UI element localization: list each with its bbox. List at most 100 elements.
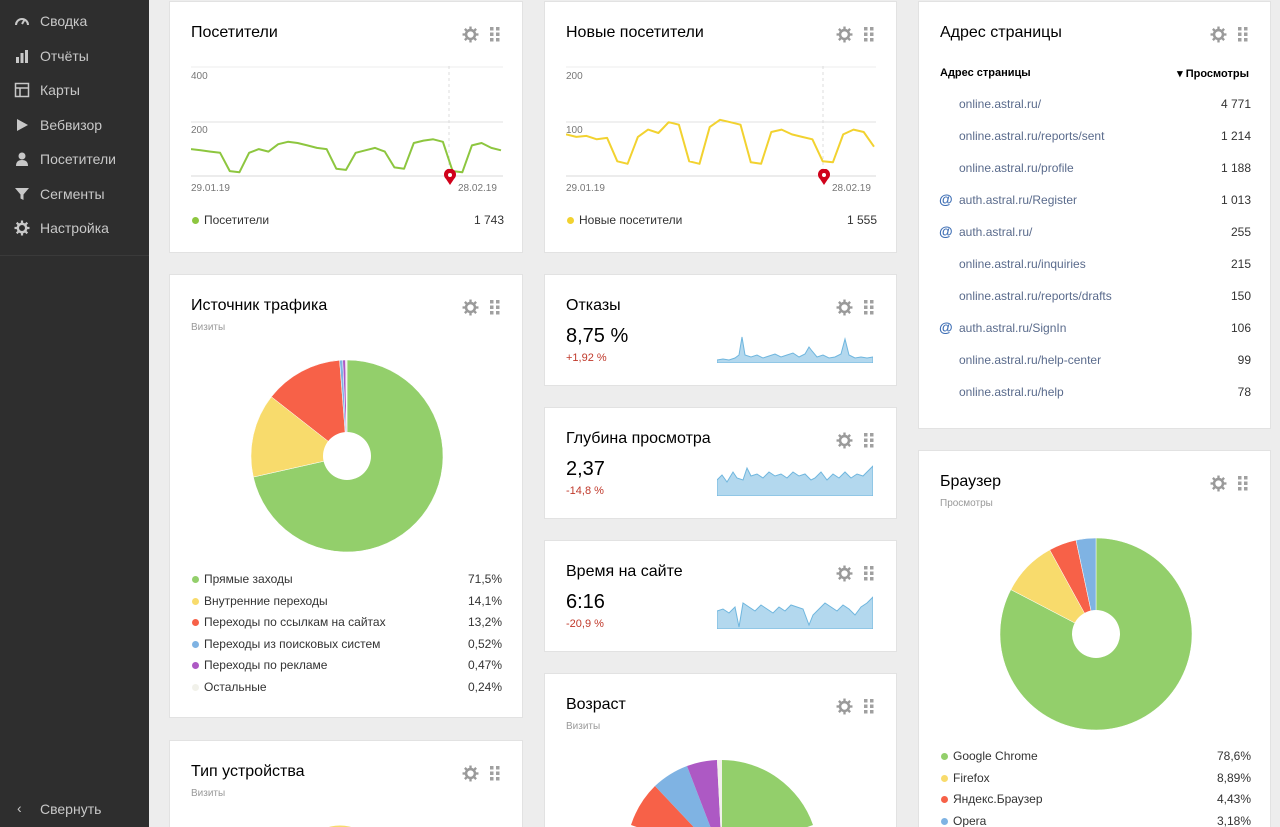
gear-icon[interactable] xyxy=(836,565,853,582)
legend-row[interactable]: Переходы из поисковых систем 0,52% xyxy=(192,637,502,653)
table-row[interactable]: online.astral.ru/help 78 xyxy=(939,383,1251,403)
browser-widget: Браузер Просмотры Google Chrome 78,6% Fire… xyxy=(918,450,1271,827)
table-row[interactable]: online.astral.ru/4 771 xyxy=(939,95,1251,115)
traffic-pie-slice[interactable] xyxy=(250,396,348,478)
pie-hole xyxy=(1072,610,1120,658)
widget-title: Отказы xyxy=(566,297,621,314)
page-views: 1 188 xyxy=(1220,161,1251,175)
widget-subtitle: Визиты xyxy=(191,322,226,333)
drag-handle-icon[interactable] xyxy=(864,566,874,581)
legend-row[interactable]: Переходы по ссылкам на сайтах 13,2% xyxy=(192,615,502,631)
browser-pie-slice[interactable] xyxy=(1075,537,1097,635)
table-row[interactable]: online.astral.ru/inquiries 215 xyxy=(939,255,1251,275)
sidebar-item-reports[interactable]: Отчёты xyxy=(0,41,149,71)
drag-handle-icon[interactable] xyxy=(864,300,874,315)
annotation-marker-icon[interactable] xyxy=(817,169,831,185)
legend-row[interactable]: Opera 3,18% xyxy=(941,814,1251,827)
page-url[interactable]: online.astral.ru/help-center xyxy=(959,353,1102,367)
legend-dot xyxy=(941,774,948,782)
sidebar-item-label: Отчёты xyxy=(40,48,89,64)
table-row[interactable]: @ auth.astral.ru/255 xyxy=(939,223,1251,243)
column-header-page[interactable]: Адрес страницы xyxy=(940,67,1031,79)
legend-label: Посетители xyxy=(204,213,270,227)
visitors-widget: Посетители 400 200 29.01.19 28.02.19 Пос… xyxy=(169,1,523,253)
widget-tools xyxy=(1210,475,1250,493)
chevron-left-icon: ‹ xyxy=(17,800,22,816)
legend-row[interactable]: Google Chrome 78,6% xyxy=(941,749,1251,765)
page-url[interactable]: auth.astral.ru/ xyxy=(959,225,1033,239)
sidebar-item-visitors[interactable]: Посетители xyxy=(0,144,149,174)
legend-dot xyxy=(192,597,199,605)
gear-icon[interactable] xyxy=(836,299,853,316)
table-row[interactable]: online.astral.ru/reports/drafts 150 xyxy=(939,287,1251,307)
table-row[interactable]: @ auth.astral.ru/SignIn 106 xyxy=(939,319,1251,339)
age-pie-slice xyxy=(631,786,694,827)
legend-row[interactable]: Внутренние переходы 14,1% xyxy=(192,594,502,610)
widget-title: Новые посетители xyxy=(566,24,704,41)
gear-icon[interactable] xyxy=(462,26,479,43)
page-url[interactable]: online.astral.ru/reports/sent xyxy=(959,129,1105,143)
drag-handle-icon[interactable] xyxy=(1238,27,1248,42)
bounce-rate-widget: Отказы 8,75 % +1,92 % xyxy=(544,274,897,386)
traffic-pie-slice[interactable] xyxy=(345,359,348,457)
page-url[interactable]: online.astral.ru/inquiries xyxy=(959,257,1086,271)
drag-handle-icon[interactable] xyxy=(864,433,874,448)
table-row[interactable]: @ auth.astral.ru/Register 1 013 xyxy=(939,191,1251,211)
legend-row[interactable]: Яндекс.Браузер 4,43% xyxy=(941,792,1251,808)
sidebar-item-segments[interactable]: Сегменты xyxy=(0,179,149,209)
widget-tools xyxy=(836,565,876,583)
legend-label: Прямые заходы xyxy=(204,572,293,586)
series-line[interactable] xyxy=(191,138,502,174)
legend-label: Firefox xyxy=(953,770,990,785)
sidebar-item-label: Сводка xyxy=(40,13,88,29)
widget-title: Браузер xyxy=(940,473,1002,490)
page-views: 78 xyxy=(1237,385,1251,399)
gear-icon[interactable] xyxy=(462,299,479,316)
gear-icon[interactable] xyxy=(462,765,479,782)
drag-handle-icon[interactable] xyxy=(490,300,500,315)
series-line[interactable] xyxy=(566,118,875,165)
gear-icon[interactable] xyxy=(836,698,853,715)
legend-row[interactable]: Остальные 0,24% xyxy=(192,680,502,696)
drag-handle-icon[interactable] xyxy=(1238,476,1248,491)
legend-row[interactable]: Прямые заходы 71,5% xyxy=(192,572,502,588)
gear-icon[interactable] xyxy=(836,26,853,43)
page-url[interactable]: online.astral.ru/help xyxy=(959,385,1064,399)
page-url[interactable]: auth.astral.ru/SignIn xyxy=(959,321,1067,335)
drag-handle-icon[interactable] xyxy=(864,699,874,714)
gear-icon[interactable] xyxy=(836,432,853,449)
column-header-views[interactable]: ▾ Просмотры xyxy=(1177,68,1249,80)
annotation-marker-icon[interactable] xyxy=(443,169,457,185)
collapse-sidebar-button[interactable]: ‹ Свернуть xyxy=(0,795,149,823)
sidebar-item-label: Сегменты xyxy=(40,186,105,202)
legend-dot xyxy=(192,217,199,224)
sparkline xyxy=(717,596,873,629)
y-tick-label: 400 xyxy=(191,71,208,82)
gear-icon[interactable] xyxy=(1210,26,1227,43)
table-row[interactable]: online.astral.ru/reports/sent 1 214 xyxy=(939,127,1251,147)
drag-handle-icon[interactable] xyxy=(490,766,500,781)
sidebar-item-webvisor[interactable]: Вебвизор xyxy=(0,110,149,140)
legend-value: 4,43% xyxy=(1216,792,1251,806)
auth-at-icon: @ xyxy=(939,223,953,239)
gear-icon[interactable] xyxy=(1210,475,1227,492)
y-tick-label: 200 xyxy=(566,71,583,82)
page-url[interactable]: auth.astral.ru/Register xyxy=(959,193,1078,207)
drag-handle-icon[interactable] xyxy=(490,27,500,42)
drag-handle-icon[interactable] xyxy=(864,27,874,42)
table-row[interactable]: online.astral.ru/profile 1 188 xyxy=(939,159,1251,179)
page-url[interactable]: online.astral.ru/ xyxy=(959,97,1042,111)
sidebar-item-settings[interactable]: Настройка xyxy=(0,213,149,243)
legend-row[interactable]: Переходы по рекламе 0,47% xyxy=(192,658,502,674)
sidebar-item-maps[interactable]: Карты xyxy=(0,75,149,105)
legend-row[interactable]: Firefox 8,89% xyxy=(941,771,1251,787)
age-pie-slice xyxy=(687,760,721,827)
legend-label: Переходы из поисковых систем xyxy=(204,636,381,651)
widget-subtitle: Визиты xyxy=(566,721,601,732)
page-url[interactable]: online.astral.ru/profile xyxy=(959,161,1074,175)
sidebar-item-summary[interactable]: Сводка xyxy=(0,6,149,36)
traffic-pie-slice[interactable] xyxy=(271,360,348,457)
widget-title: Посетители xyxy=(191,24,278,41)
table-row[interactable]: online.astral.ru/help-center 99 xyxy=(939,351,1251,371)
page-url[interactable]: online.astral.ru/reports/drafts xyxy=(959,289,1112,303)
